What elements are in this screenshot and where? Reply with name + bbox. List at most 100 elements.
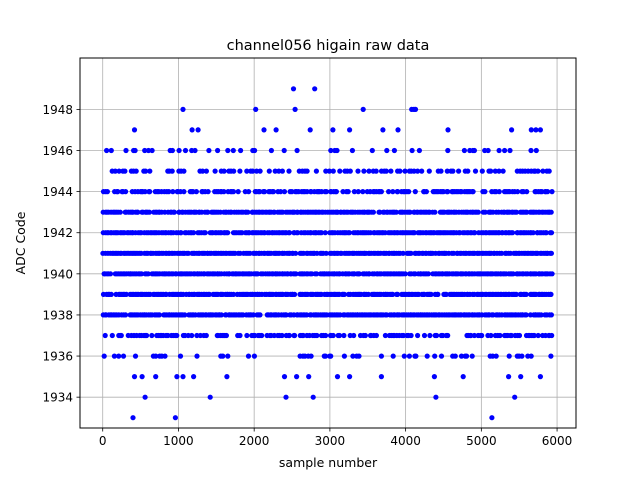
data-point xyxy=(509,230,516,236)
plot-area-frame xyxy=(79,57,577,429)
data-point xyxy=(549,271,555,277)
data-point xyxy=(235,189,241,195)
data-point xyxy=(406,353,412,359)
data-point xyxy=(380,127,386,133)
data-point xyxy=(257,312,263,318)
data-point xyxy=(419,168,425,174)
data-point xyxy=(250,168,256,174)
data-point xyxy=(423,189,429,195)
data-point xyxy=(497,332,503,339)
data-point xyxy=(336,332,343,339)
data-point xyxy=(286,332,292,339)
data-point xyxy=(334,147,340,154)
x-tick-label: 1000 xyxy=(163,434,194,448)
data-point xyxy=(123,291,129,297)
data-point xyxy=(123,147,129,154)
data-point xyxy=(341,353,347,359)
data-point xyxy=(356,353,362,359)
data-point xyxy=(108,147,114,154)
data-point xyxy=(445,189,451,195)
data-point xyxy=(523,312,529,318)
y-tick-label: 1948 xyxy=(42,103,73,117)
data-point xyxy=(117,209,123,215)
data-point xyxy=(528,127,534,133)
data-point xyxy=(435,291,441,297)
data-point xyxy=(238,147,244,154)
data-point xyxy=(107,271,114,277)
data-point xyxy=(464,353,470,359)
data-point xyxy=(250,312,256,318)
data-point xyxy=(458,353,465,359)
data-point xyxy=(308,353,314,359)
data-point xyxy=(135,209,141,215)
data-point xyxy=(142,394,148,400)
data-point xyxy=(334,374,341,380)
data-point xyxy=(409,147,415,154)
data-point xyxy=(230,147,236,154)
data-point xyxy=(147,168,153,174)
data-point xyxy=(194,353,200,359)
data-point xyxy=(304,168,310,174)
data-point xyxy=(147,189,153,195)
data-point xyxy=(191,230,197,236)
data-point xyxy=(143,168,149,174)
data-point xyxy=(411,230,417,236)
data-point xyxy=(548,353,554,359)
data-point xyxy=(287,230,293,236)
data-point xyxy=(461,147,467,154)
data-point xyxy=(313,168,319,174)
data-point xyxy=(174,374,180,380)
data-point xyxy=(393,209,399,215)
data-point xyxy=(246,189,252,195)
data-point xyxy=(206,291,212,297)
x-axis-label: sample number xyxy=(279,455,378,470)
data-point xyxy=(290,86,297,92)
data-point xyxy=(388,168,394,174)
data-point xyxy=(365,291,371,297)
data-point xyxy=(373,332,379,339)
data-point xyxy=(508,332,515,339)
data-point xyxy=(407,209,413,215)
data-point xyxy=(513,291,519,297)
data-point xyxy=(172,415,178,421)
data-point xyxy=(306,374,312,380)
data-point xyxy=(104,189,110,195)
data-point xyxy=(180,374,186,380)
data-point xyxy=(346,230,353,236)
data-point xyxy=(283,312,289,318)
data-point xyxy=(191,374,197,380)
data-point xyxy=(395,189,401,195)
data-point xyxy=(132,147,138,154)
data-point xyxy=(369,147,375,154)
data-point xyxy=(383,168,389,174)
data-point xyxy=(189,127,195,133)
data-point xyxy=(162,353,168,359)
data-point xyxy=(169,147,175,154)
data-point xyxy=(424,353,430,359)
data-point xyxy=(384,147,390,154)
data-point xyxy=(223,332,229,339)
y-tick-label: 1936 xyxy=(42,350,73,364)
data-point xyxy=(101,353,107,359)
data-point xyxy=(195,127,201,133)
data-point xyxy=(362,332,368,339)
data-point xyxy=(244,332,250,339)
y-tick-label: 1934 xyxy=(42,391,73,405)
y-axis-label: ADC Code xyxy=(13,211,28,274)
data-point xyxy=(323,189,329,195)
data-point xyxy=(118,332,124,339)
data-point xyxy=(102,332,108,339)
data-point xyxy=(144,332,150,339)
data-point xyxy=(292,332,298,339)
data-point xyxy=(351,189,357,195)
data-point xyxy=(382,332,388,339)
data-point xyxy=(220,353,226,359)
data-point xyxy=(176,147,182,154)
data-point xyxy=(538,312,544,318)
data-point xyxy=(493,353,499,359)
data-point xyxy=(202,230,208,236)
data-point xyxy=(330,168,336,174)
data-point xyxy=(244,168,250,174)
data-point xyxy=(123,312,129,318)
data-point xyxy=(361,168,367,174)
